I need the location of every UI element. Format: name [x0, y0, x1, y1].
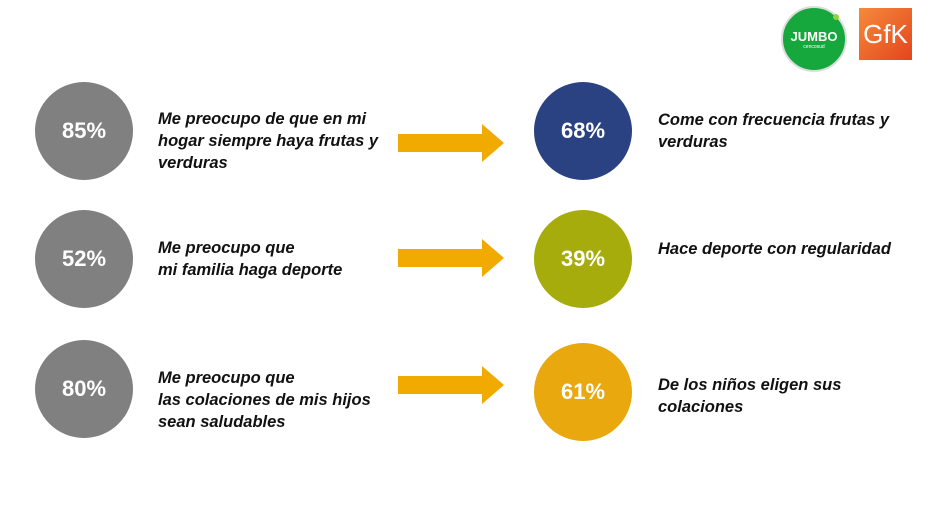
right-stat-circle: 39%	[534, 210, 632, 308]
right-statement: Come con frecuencia frutas y verduras	[658, 111, 890, 151]
left-stat-circle: 80%	[35, 340, 133, 438]
right-stat-circle: 68%	[534, 82, 632, 180]
left-stat-circle: 85%	[35, 82, 133, 180]
left-statement: Me preocupo que mi familia haga deporte	[158, 239, 343, 279]
right-statement: De los niños eligen sus colaciones	[658, 376, 842, 416]
arrow-icon	[398, 239, 504, 277]
right-statement: Hace deporte con regularidad	[658, 240, 891, 258]
arrow-icon	[398, 366, 504, 404]
jumbo-logo: JUMBO cencosud	[781, 6, 847, 72]
gfk-logo: GfK	[859, 8, 912, 60]
right-stat-circle: 61%	[534, 343, 632, 441]
left-statement: Me preocupo que las colaciones de mis hi…	[158, 369, 371, 431]
left-stat-circle: 52%	[35, 210, 133, 308]
left-statement: Me preocupo de que en mi hogar siempre h…	[158, 110, 379, 172]
arrow-icon	[398, 124, 504, 162]
